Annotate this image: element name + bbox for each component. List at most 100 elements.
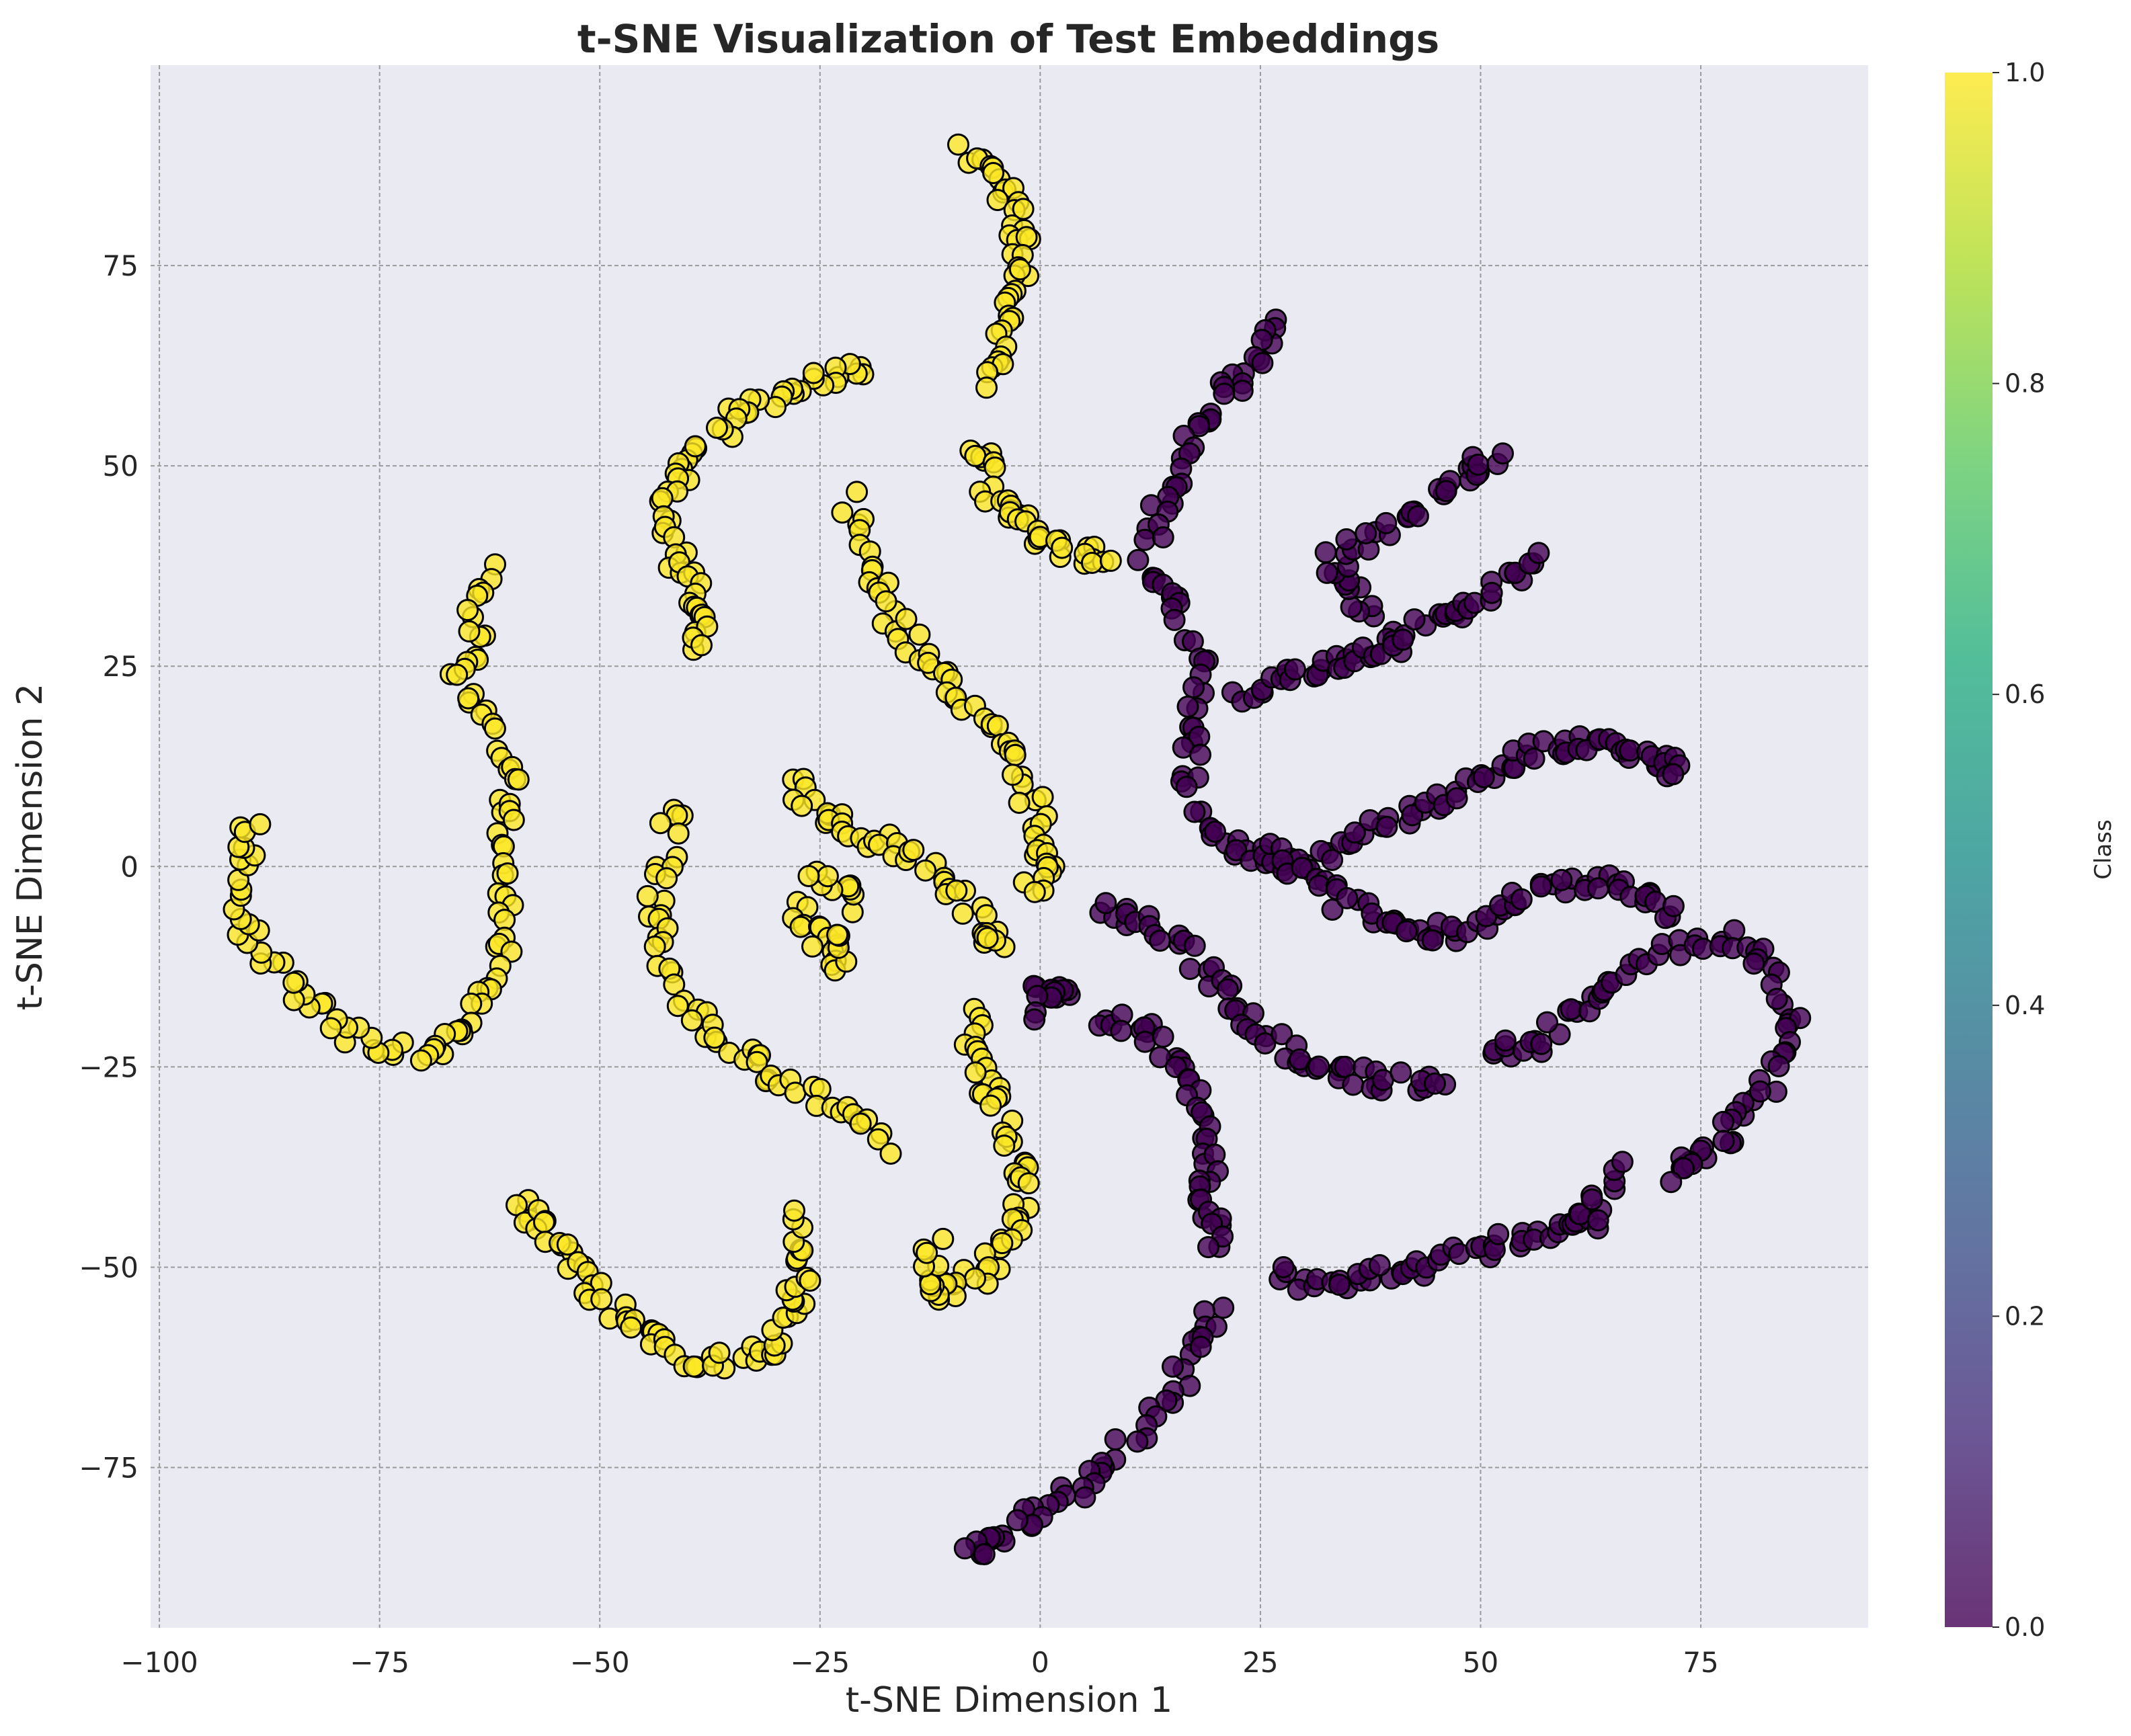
data-point-class-0	[1662, 763, 1685, 786]
data-point-class-0	[1375, 511, 1398, 534]
data-point-class-1	[945, 879, 968, 902]
data-point-class-1	[1008, 792, 1031, 814]
data-point-class-0	[973, 1543, 996, 1565]
data-point-class-1	[643, 935, 666, 958]
data-point-class-1	[789, 915, 812, 938]
data-point-class-0	[1445, 787, 1468, 810]
data-point-class-1	[964, 1061, 987, 1084]
data-point-class-1	[982, 162, 1005, 184]
data-point-class-1	[1004, 743, 1027, 766]
data-point-class-0	[1550, 868, 1573, 891]
data-point-class-1	[951, 902, 974, 925]
data-point-class-1	[964, 444, 987, 467]
data-point-class-0	[1213, 382, 1236, 405]
data-point-class-1	[846, 481, 869, 503]
data-point-class-0	[1527, 542, 1550, 565]
data-point-class-0	[1110, 1020, 1133, 1042]
data-point-class-1	[797, 865, 820, 887]
data-point-class-0	[1403, 608, 1426, 631]
data-point-class-0	[1308, 1055, 1330, 1078]
data-point-class-0	[1283, 658, 1306, 681]
x-tick-label: −25	[790, 1646, 850, 1679]
data-point-class-0	[1435, 480, 1457, 503]
colorbar-tick-label: 0.0	[2005, 1612, 2045, 1642]
data-point-class-0	[1673, 1157, 1695, 1180]
data-point-class-0	[1182, 676, 1205, 699]
data-point-class-1	[914, 859, 937, 882]
data-point-class-0	[1176, 695, 1199, 718]
y-tick-label: 25	[103, 650, 138, 683]
data-point-class-0	[1487, 1223, 1510, 1245]
x-tick-label: 75	[1683, 1646, 1718, 1679]
data-point-class-1	[867, 1128, 889, 1151]
data-point-class-0	[1127, 548, 1150, 571]
data-point-class-0	[1178, 958, 1201, 981]
data-point-class-1	[446, 663, 469, 686]
data-point-class-0	[1291, 856, 1314, 879]
data-point-class-1	[831, 501, 854, 524]
data-point-class-0	[1328, 1274, 1351, 1296]
data-point-class-1	[993, 1134, 1016, 1157]
data-point-class-1	[680, 1009, 703, 1032]
data-point-class-0	[1494, 1029, 1517, 1052]
data-point-class-0	[1395, 920, 1418, 943]
data-point-class-1	[282, 971, 305, 994]
data-point-class-0	[1529, 875, 1552, 898]
data-point-class-1	[460, 992, 483, 1015]
data-point-class-0	[1742, 952, 1765, 975]
data-point-class-1	[507, 768, 530, 791]
y-axis-ticks: −75 −50 −25 0 25 50 75	[79, 249, 138, 1484]
data-point-class-1	[690, 634, 713, 657]
data-point-class-0	[1152, 526, 1174, 548]
data-point-class-1	[991, 1232, 1014, 1255]
data-point-class-1	[458, 620, 481, 643]
data-point-class-1	[667, 822, 690, 845]
data-point-class-0	[1183, 800, 1206, 823]
data-point-class-0	[1183, 934, 1206, 957]
data-point-class-1	[703, 1026, 726, 1049]
x-tick-label: −100	[120, 1646, 198, 1679]
data-point-class-0	[1204, 820, 1226, 843]
data-point-class-1	[816, 865, 839, 888]
data-point-class-1	[1012, 198, 1035, 220]
colorbar-tick-label: 1.0	[2005, 58, 2045, 87]
data-point-class-0	[1586, 1209, 1609, 1232]
data-point-class-1	[1002, 763, 1024, 786]
y-tick-label: 50	[103, 450, 138, 483]
x-axis-ticks: −100 −75 −50 −25 0 25 50 75	[120, 1646, 1718, 1679]
data-point-class-0	[1586, 877, 1609, 900]
data-point-class-0	[1074, 1486, 1096, 1509]
data-point-class-1	[457, 687, 480, 710]
data-point-class-0	[1421, 929, 1444, 952]
data-point-class-1	[964, 1267, 986, 1290]
colorbar-tick-label: 0.2	[2005, 1301, 2045, 1331]
data-point-class-1	[684, 435, 707, 458]
data-point-class-1	[746, 1050, 768, 1073]
data-point-class-0	[1133, 1030, 1156, 1053]
data-point-class-0	[1472, 766, 1495, 788]
colorbar-tick-label: 0.6	[2005, 679, 2045, 709]
data-point-class-1	[975, 376, 998, 399]
data-point-class-1	[483, 717, 506, 740]
data-point-class-0	[1152, 1026, 1174, 1048]
data-point-class-0	[1767, 1055, 1790, 1077]
colorbar-ticks: 0.0 0.2 0.4 0.6 0.8 1.0	[1993, 58, 2045, 1642]
data-point-class-0	[1212, 1296, 1235, 1319]
data-point-class-0	[1765, 987, 1788, 1010]
data-point-class-0	[1712, 1110, 1734, 1133]
data-point-class-0	[1660, 1171, 1683, 1194]
data-point-class-1	[799, 1270, 821, 1292]
data-point-class-1	[979, 1094, 1002, 1117]
data-point-class-0	[953, 1537, 976, 1560]
colorbar-tick-label: 0.8	[2005, 369, 2045, 399]
data-point-class-1	[908, 623, 931, 646]
data-point-class-1	[802, 362, 825, 384]
y-tick-label: 75	[103, 249, 138, 282]
data-point-class-0	[1216, 978, 1239, 1001]
data-point-class-0	[1748, 1080, 1771, 1103]
x-axis-label: t-SNE Dimension 1	[846, 1680, 1172, 1721]
data-point-class-1	[1015, 226, 1038, 249]
x-tick-label: −75	[350, 1646, 409, 1679]
data-point-class-1	[976, 927, 999, 950]
